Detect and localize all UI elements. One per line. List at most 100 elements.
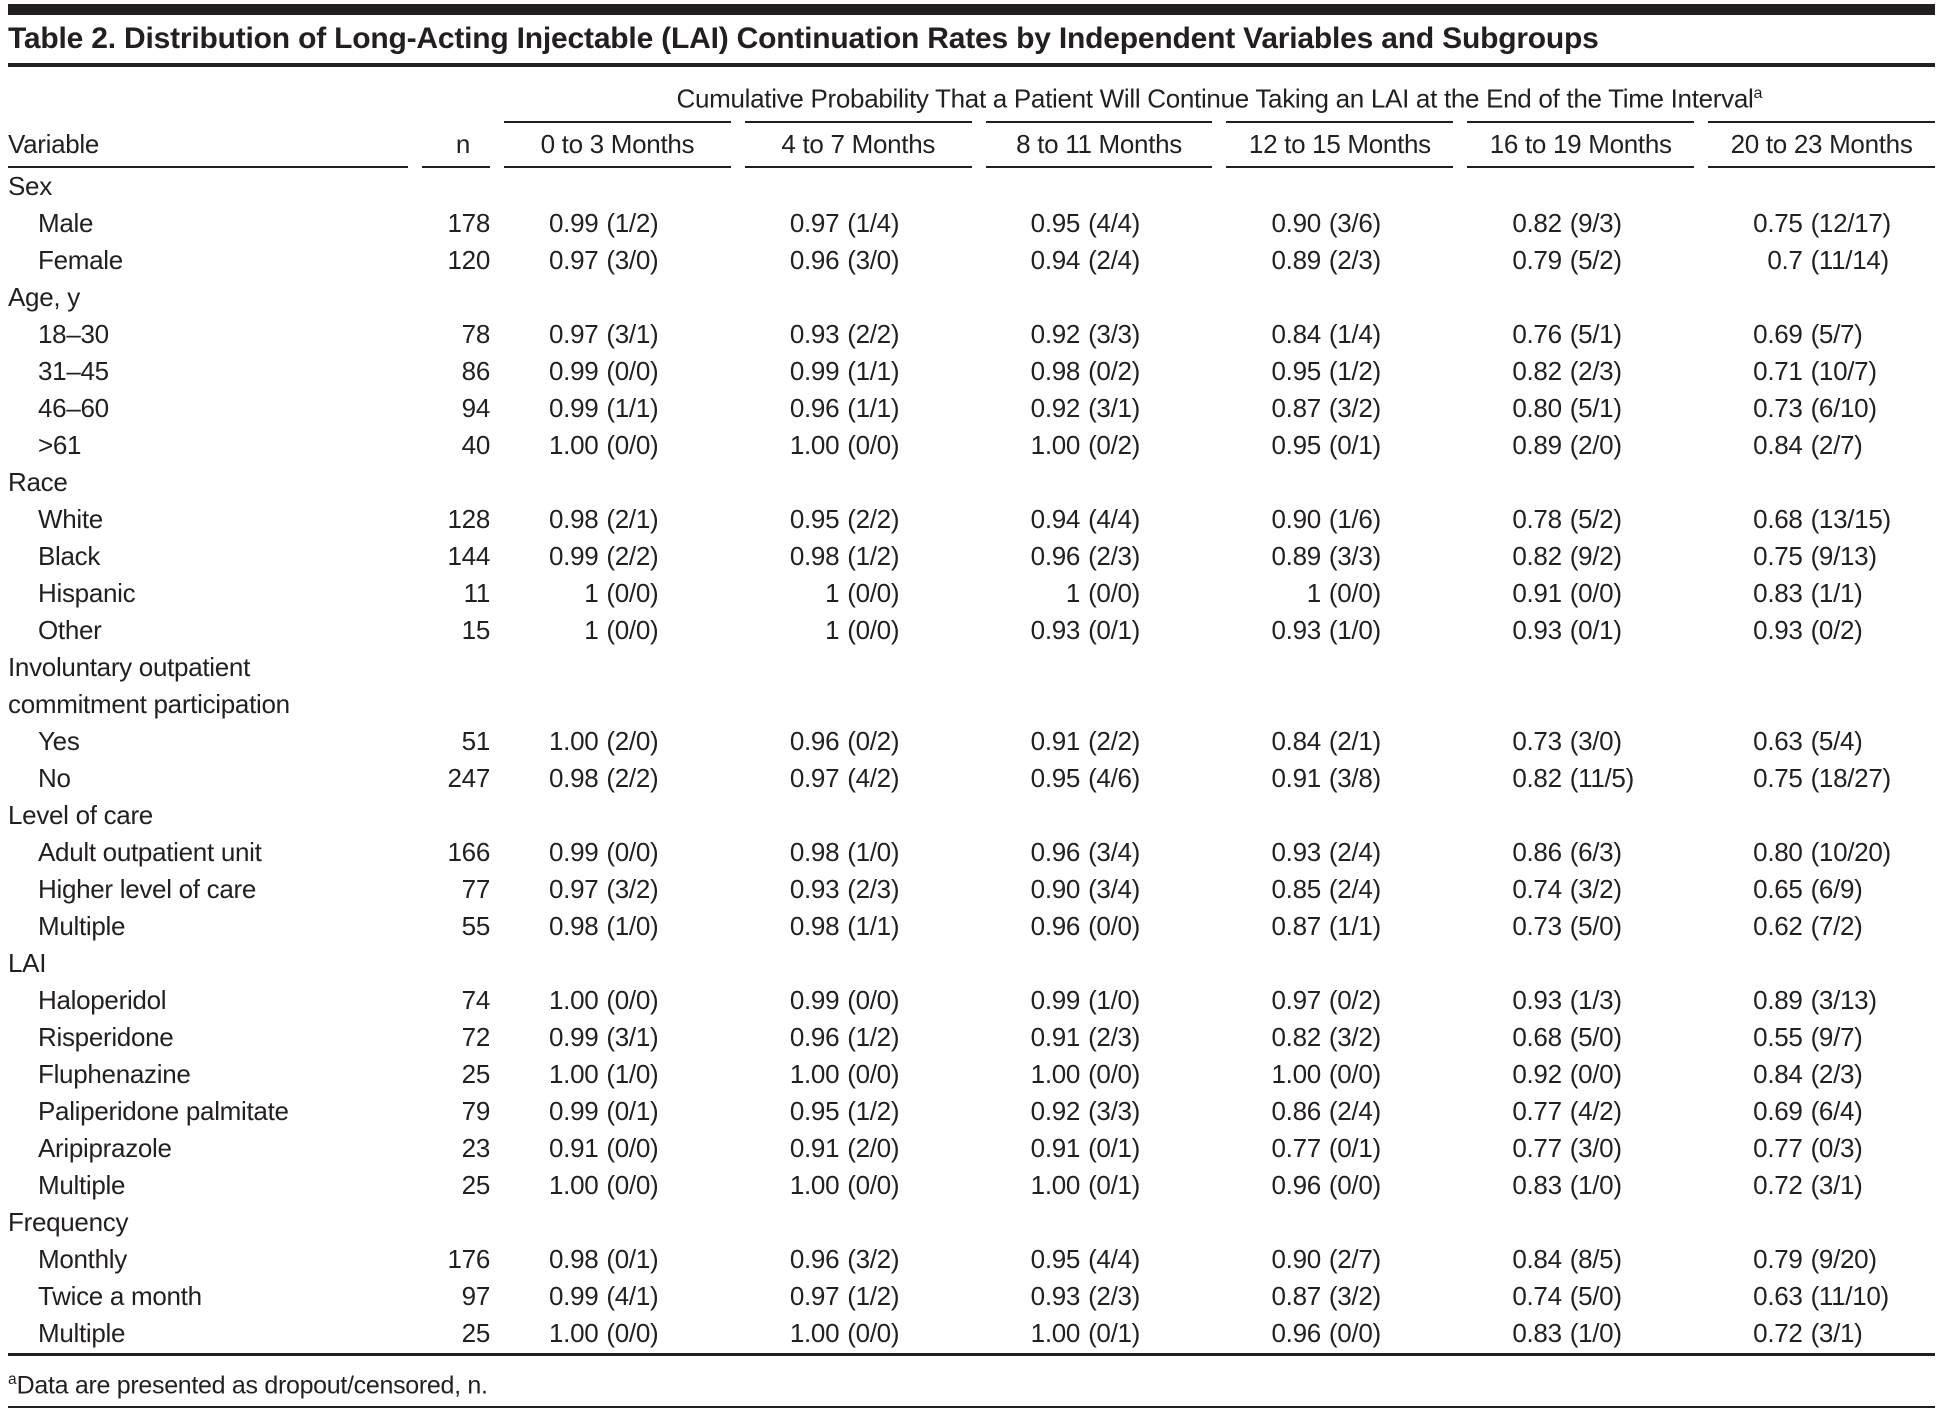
probability-cell: 0.80 (10/20) [1708, 834, 1935, 871]
table-row: Aripiprazole 23 0.91 (0/0) 0.91 (2/0) 0.91 (0/1… [8, 1130, 1935, 1167]
probability-value: 0.99 [549, 836, 599, 867]
probability-value: 0.78 [1512, 503, 1562, 534]
probability-value: 0.94 [1030, 503, 1081, 534]
probability-cell: 0.93 (1/0) [1226, 612, 1453, 649]
dropout-censored-value: (3/0) [606, 244, 659, 275]
probability-value: 0.99 [549, 540, 599, 571]
probability-cell: 0.90 (3/4) [986, 871, 1213, 908]
probability-cell: 0.91 (0/0) [1467, 575, 1694, 612]
probability-value: 0.91 [549, 1132, 599, 1163]
probability-value: 0.69 [1753, 1095, 1803, 1126]
probability-value: 1.00 [549, 1317, 599, 1348]
probability-value: 1 [584, 614, 599, 645]
probability-cell: 0.79 (9/20) [1708, 1241, 1935, 1278]
probability-cell: 0.95 (4/4) [986, 205, 1213, 242]
table-bottom-rule [8, 1352, 1935, 1356]
probability-value: 0.98 [549, 762, 599, 793]
probability-value: 1.00 [789, 1169, 840, 1200]
row-label: Haloperidol [38, 984, 167, 1015]
table-row: White 128 0.98 (2/1) 0.95 (2/2) 0.94 (4/4) 0.90(… [8, 501, 1935, 538]
probability-cell: 0.96 (0/2) [745, 723, 972, 760]
probability-value: 0.73 [1753, 392, 1803, 423]
probability-cell: 1.00 (0/0) [504, 982, 731, 1019]
probability-value: 0.63 [1753, 725, 1803, 756]
probability-value: 0.99 [549, 355, 599, 386]
dropout-censored-value: (2/7) [1810, 429, 1863, 460]
probability-value: 0.93 [1512, 984, 1562, 1015]
table-row: Other 15 1 (0/0) 1 (0/0) 0.93 (0/1) 0.93 (1/0) 0.9… [8, 612, 1935, 649]
probability-value: 1.00 [549, 984, 599, 1015]
probability-value: 0.93 [1030, 1280, 1081, 1311]
row-label: 31–45 [38, 355, 109, 386]
row-label: Hispanic [38, 577, 136, 608]
row-label: Black [38, 540, 101, 571]
n-value: 166 [447, 836, 491, 867]
probability-value: 0.75 [1753, 540, 1803, 571]
title-rule [8, 63, 1935, 67]
probability-value: 0.96 [789, 1021, 840, 1052]
table-row: Monthly 176 0.98 (0/1) 0.96 (3/2) 0.95 (4/4) 0.9… [8, 1241, 1935, 1278]
probability-value: 0.99 [549, 1280, 599, 1311]
probability-value: 0.93 [1512, 614, 1562, 645]
probability-cell: 0.96 (3/2) [745, 1241, 972, 1278]
probability-value: 0.74 [1512, 1280, 1562, 1311]
table-row: Risperidone 72 0.99 (3/1) 0.96 (1/2) 0.91 (2/3)… [8, 1019, 1935, 1056]
probability-cell: 0.89 (2/0) [1467, 427, 1694, 464]
probability-cell: 0.87 (3/2) [1226, 1278, 1453, 1315]
probability-value: 1.00 [1030, 1058, 1081, 1089]
spanner-underline-row [8, 120, 1935, 123]
probability-value: 0.92 [1512, 1058, 1562, 1089]
probability-value: 0.93 [1030, 614, 1081, 645]
dropout-censored-value: (2/3) [1088, 1021, 1141, 1052]
table-row: No 247 0.98 (2/2) 0.97 (4/2) 0.95 (4/6) 0.91 (3/8… [8, 760, 1935, 797]
probability-cell: 0.82 (3/2) [1226, 1019, 1453, 1056]
section-row: Sex [8, 168, 1935, 205]
probability-cell: 1 (0/0) [1226, 575, 1453, 612]
probability-value: 0.86 [1271, 1095, 1322, 1126]
dropout-censored-value: (3/0) [1569, 1132, 1622, 1163]
probability-cell: 1.00 (0/0) [504, 1167, 731, 1204]
n-value: 144 [447, 540, 491, 571]
probability-cell: 0.62 (7/2) [1708, 908, 1935, 945]
probability-cell: 0.91 (3/8) [1226, 760, 1453, 797]
probability-cell: 1 (0/0) [986, 575, 1213, 612]
footnote-text: Data are presented as dropout/censored, … [16, 1370, 488, 1399]
probability-value: 0.84 [1753, 429, 1803, 460]
table-row: Higher level of care 77 0.97 (3/2) 0.93 (2/3)… [8, 871, 1935, 908]
table-row: 46–60 94 0.99 (1/1) 0.96 (1/1) 0.92 (3/1) 0.87 (3… [8, 390, 1935, 427]
probability-cell: 0.84 (8/5) [1467, 1241, 1694, 1278]
dropout-censored-value: (7/2) [1810, 910, 1863, 941]
spanner-underline-segment [1708, 120, 1935, 123]
row-label: 18–30 [38, 318, 109, 349]
probability-value: 1 [1306, 577, 1321, 608]
dropout-censored-value: (4/2) [847, 762, 900, 793]
probability-cell: 1 (0/0) [504, 575, 731, 612]
dropout-censored-value: (1/1) [847, 910, 900, 941]
row-label: Male [38, 207, 94, 238]
dropout-censored-value: (3/3) [1088, 1095, 1141, 1126]
dropout-censored-value: (11/5) [1569, 762, 1635, 793]
probability-cell: 1.00 (0/0) [745, 1167, 972, 1204]
dropout-censored-value: (0/1) [606, 1243, 659, 1274]
dropout-censored-value: (2/7) [1328, 1243, 1381, 1274]
dropout-censored-value: (1/2) [1328, 355, 1381, 386]
n-value: 15 [461, 614, 491, 645]
dropout-censored-value: (9/3) [1569, 207, 1622, 238]
probability-value: 0.95 [1271, 355, 1322, 386]
probability-cell: 0.95 (4/6) [986, 760, 1213, 797]
n-value: 74 [461, 984, 491, 1015]
probability-cell: 0.99 (4/1) [504, 1278, 731, 1315]
table-row: Black 144 0.99 (2/2) 0.98 (1/2) 0.96 (2/3) 0.89(… [8, 538, 1935, 575]
probability-cell: 0.99 (1/0) [986, 982, 1213, 1019]
probability-cell: 1.00 (0/0) [986, 1056, 1213, 1093]
probability-cell: 0.93 (1/3) [1467, 982, 1694, 1019]
row-label: Multiple [38, 1169, 126, 1200]
table-row: Multiple 25 1.00 (0/0) 1.00 (0/0) 1.00 (0/1) 0.9… [8, 1315, 1935, 1352]
spanner-underline-segment [744, 120, 972, 123]
dropout-censored-value: (1/0) [1328, 614, 1381, 645]
probability-cell: 0.85 (2/4) [1226, 871, 1453, 908]
dropout-censored-value: (0/0) [847, 1169, 900, 1200]
probability-value: 0.95 [789, 1095, 840, 1126]
probability-value: 0.75 [1753, 762, 1803, 793]
dropout-censored-value: (2/3) [1088, 1280, 1141, 1311]
